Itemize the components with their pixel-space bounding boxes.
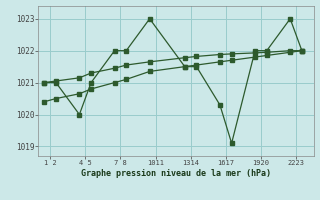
X-axis label: Graphe pression niveau de la mer (hPa): Graphe pression niveau de la mer (hPa) [81,169,271,178]
